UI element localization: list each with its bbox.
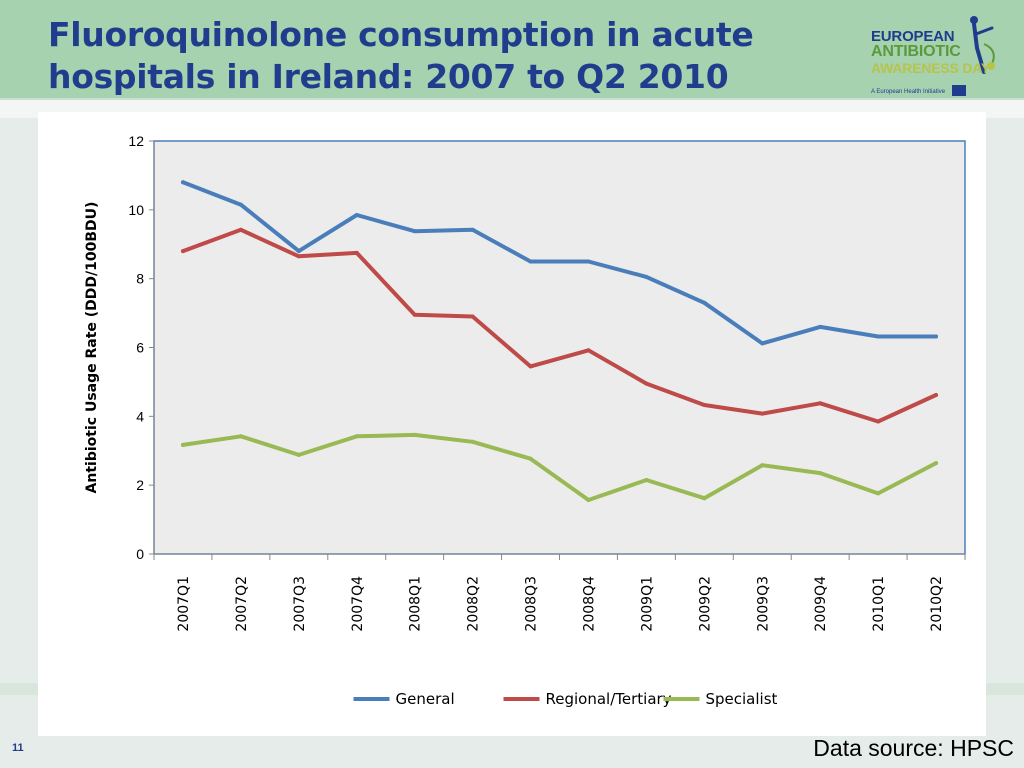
data-point <box>934 461 939 466</box>
x-tick-label: 2009Q4 <box>813 576 829 632</box>
data-point <box>412 432 417 437</box>
y-axis-label: Antibiotic Usage Rate (DDD/100BDU) <box>84 202 100 494</box>
page-number: 11 <box>12 742 24 754</box>
x-tick-label: 2009Q2 <box>697 576 713 632</box>
data-point <box>876 491 881 496</box>
data-point <box>760 463 765 468</box>
data-point <box>180 249 185 254</box>
eaad-logo: EUROPEAN ANTIBIOTIC AWARENESS DAY A Euro… <box>868 14 1018 102</box>
data-point <box>528 259 533 264</box>
legend-label: Regional/Tertiary <box>546 690 672 708</box>
y-tick-label: 2 <box>136 477 144 493</box>
data-point <box>238 434 243 439</box>
data-point <box>876 419 881 424</box>
x-tick-label: 2007Q2 <box>234 576 250 632</box>
eu-flag-icon <box>952 85 966 96</box>
x-tick-label: 2009Q1 <box>639 576 655 632</box>
x-tick-label: 2007Q3 <box>292 576 308 632</box>
data-point <box>702 496 707 501</box>
legend-label: Specialist <box>706 690 778 708</box>
data-point <box>354 212 359 217</box>
line-chart: 0 2 4 6 8 10 12 2007Q1 2007Q2 2007Q3 2007Q4 2008Q1 2… <box>84 133 966 708</box>
data-point <box>470 227 475 232</box>
data-point <box>354 434 359 439</box>
stethoscope-icon <box>970 16 995 74</box>
data-point <box>470 439 475 444</box>
plot-area <box>153 140 966 555</box>
x-tick-label: 2010Q1 <box>871 576 887 632</box>
data-point <box>296 249 301 254</box>
legend-label: General <box>396 690 455 708</box>
x-tick-label: 2008Q3 <box>524 576 540 632</box>
x-tick-label: 2007Q1 <box>176 576 192 632</box>
x-tick-label: 2010Q2 <box>929 576 945 632</box>
data-point <box>760 341 765 346</box>
data-point <box>702 300 707 305</box>
y-tick-label: 8 <box>136 271 144 287</box>
y-tick-label: 6 <box>136 340 144 356</box>
data-point <box>644 478 649 483</box>
data-point <box>528 364 533 369</box>
data-point <box>238 202 243 207</box>
y-tick-label: 10 <box>128 202 144 218</box>
x-tick-label: 2008Q1 <box>408 576 424 632</box>
data-point <box>412 312 417 317</box>
data-point <box>180 442 185 447</box>
chart-panel: 0 2 4 6 8 10 12 2007Q1 2007Q2 2007Q3 2007Q4 2008Q1 2… <box>38 112 986 736</box>
data-point <box>296 452 301 457</box>
data-point <box>934 334 939 339</box>
y-tick-label: 12 <box>128 133 144 149</box>
data-point <box>586 259 591 264</box>
slide-title: Fluoroquinolone consumption in acute hos… <box>48 15 754 96</box>
data-point <box>586 348 591 353</box>
logo-subtitle: A European Health Initiative <box>871 89 946 95</box>
series-line <box>181 432 938 502</box>
y-tick-label: 0 <box>136 546 144 562</box>
data-point <box>934 392 939 397</box>
logo-text-awareness-day: AWARENESS DAY <box>871 60 991 76</box>
data-point <box>702 402 707 407</box>
data-point <box>238 227 243 232</box>
data-point <box>412 229 417 234</box>
x-tick-label: 2008Q2 <box>466 576 482 632</box>
x-tick-label: 2008Q4 <box>581 576 597 632</box>
y-tick-label: 4 <box>136 408 144 424</box>
data-point <box>876 334 881 339</box>
data-point <box>760 411 765 416</box>
data-point <box>470 314 475 319</box>
data-point <box>818 401 823 406</box>
series-line <box>181 227 938 424</box>
title-banner: Fluoroquinolone consumption in acute hos… <box>0 0 1024 100</box>
data-point <box>586 497 591 502</box>
data-point <box>818 324 823 329</box>
logo-text-european: EUROPEAN <box>871 28 955 45</box>
data-point <box>644 274 649 279</box>
data-point <box>644 381 649 386</box>
data-point <box>180 180 185 185</box>
data-point <box>528 456 533 461</box>
x-tick-label: 2009Q3 <box>755 576 771 632</box>
logo-text-antibiotic: ANTIBIOTIC <box>871 43 961 60</box>
data-point <box>354 250 359 255</box>
data-point <box>818 471 823 476</box>
data-source-note: Data source: HPSC <box>813 735 1014 761</box>
series-line <box>181 180 938 346</box>
data-point <box>296 254 301 259</box>
x-tick-label: 2007Q4 <box>350 576 366 632</box>
